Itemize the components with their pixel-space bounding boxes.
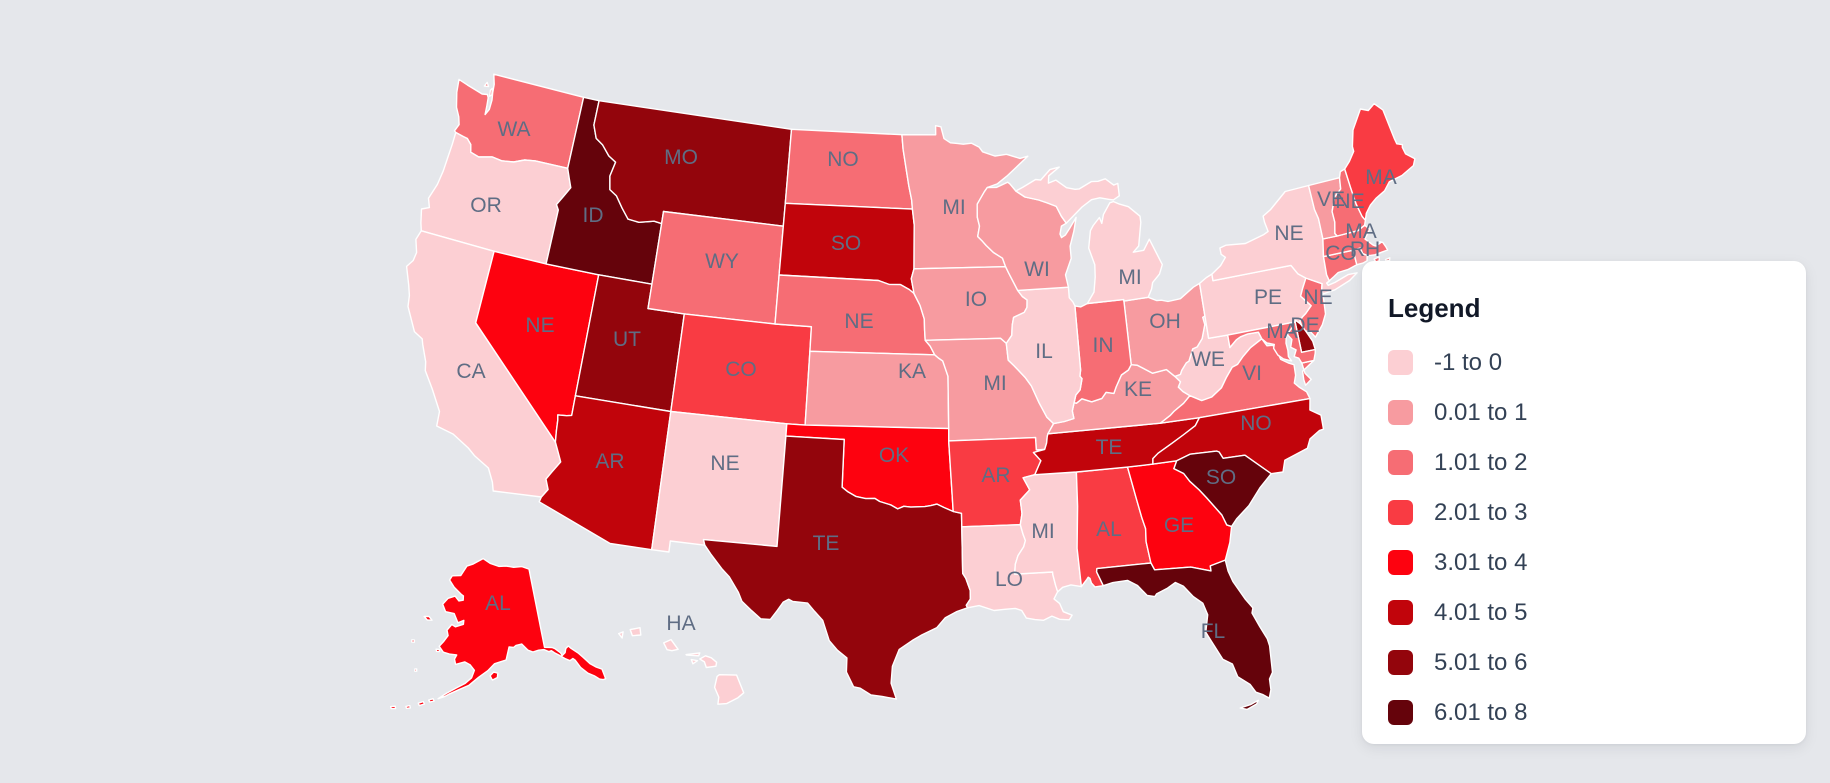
svg-text:AL: AL — [485, 592, 511, 615]
svg-text:WE: WE — [1191, 348, 1225, 371]
svg-text:KA: KA — [898, 360, 926, 383]
svg-text:MA: MA — [1365, 166, 1397, 189]
svg-text:SO: SO — [1206, 466, 1236, 489]
svg-text:VI: VI — [1242, 362, 1262, 385]
svg-text:OK: OK — [879, 444, 909, 467]
svg-text:NE: NE — [1274, 222, 1303, 245]
svg-text:AR: AR — [981, 464, 1010, 487]
svg-text:LO: LO — [995, 568, 1023, 591]
svg-text:MI: MI — [983, 372, 1006, 395]
svg-text:SO: SO — [831, 232, 861, 255]
svg-text:OR: OR — [470, 194, 502, 217]
svg-text:RH: RH — [1350, 238, 1380, 261]
svg-text:HA: HA — [666, 612, 695, 635]
svg-text:VE: VE — [1317, 188, 1345, 211]
svg-text:IL: IL — [1035, 340, 1053, 363]
svg-text:CA: CA — [456, 360, 485, 383]
svg-text:TE: TE — [1096, 436, 1123, 459]
svg-text:NE: NE — [710, 452, 739, 475]
svg-text:NE: NE — [844, 310, 873, 333]
svg-text:NE: NE — [1335, 190, 1364, 213]
svg-text:NE: NE — [1303, 286, 1332, 309]
svg-text:IO: IO — [965, 288, 987, 311]
svg-text:AL: AL — [1096, 518, 1122, 541]
svg-text:MO: MO — [664, 146, 698, 169]
svg-text:WI: WI — [1024, 258, 1050, 281]
svg-text:PE: PE — [1254, 286, 1282, 309]
svg-text:IN: IN — [1093, 334, 1114, 357]
svg-text:CO: CO — [1325, 242, 1357, 265]
svg-text:OH: OH — [1149, 310, 1181, 333]
svg-text:UT: UT — [613, 328, 641, 351]
svg-text:MI: MI — [942, 196, 965, 219]
svg-text:DE: DE — [1290, 314, 1319, 337]
svg-text:AR: AR — [595, 450, 624, 473]
svg-text:MI: MI — [1118, 266, 1141, 289]
svg-text:FL: FL — [1201, 620, 1226, 643]
svg-text:NO: NO — [827, 148, 859, 171]
svg-text:NO: NO — [1240, 412, 1272, 435]
svg-text:ID: ID — [583, 204, 604, 227]
svg-text:GE: GE — [1164, 514, 1194, 537]
svg-text:MI: MI — [1031, 520, 1054, 543]
svg-text:WA: WA — [497, 118, 530, 141]
svg-text:KE: KE — [1124, 378, 1152, 401]
svg-text:TE: TE — [813, 532, 840, 555]
svg-text:MA: MA — [1345, 220, 1377, 243]
svg-text:NE: NE — [525, 314, 554, 337]
svg-text:CO: CO — [725, 358, 757, 381]
svg-text:MA: MA — [1266, 320, 1298, 343]
svg-text:WY: WY — [705, 250, 739, 273]
